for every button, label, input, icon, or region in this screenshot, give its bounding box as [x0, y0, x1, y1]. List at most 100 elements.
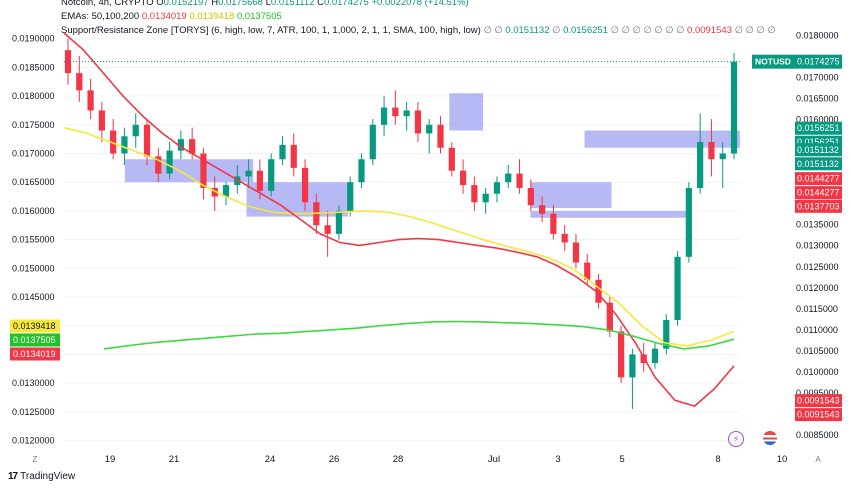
right-axis-tick: 0.0165000 [796, 93, 839, 103]
candle-body [663, 319, 670, 349]
candle-body [121, 136, 128, 154]
candle-body [437, 124, 444, 148]
candle-body [403, 110, 410, 117]
candle-body [426, 124, 433, 134]
candle-body [708, 142, 715, 160]
candle-body [584, 262, 591, 280]
left-axis-tick: 0.0150000 [12, 263, 55, 273]
time-axis: 19 21 24 26 28 Jul 3 5 8 10 Z A [33, 454, 822, 465]
candle-body [369, 124, 376, 160]
price-badge-value: 0.0091543 [797, 410, 840, 420]
right-axis-tick: 0.0180000 [796, 30, 839, 40]
candle-body [482, 193, 489, 203]
candle-body [110, 130, 117, 154]
right-axis-tick: 0.0105000 [796, 346, 839, 356]
alert-icon[interactable]: ⚡ [728, 431, 744, 447]
tradingview-icon: 17 [8, 471, 18, 482]
time-axis-tick: 8 [715, 454, 720, 465]
tradingview-brand: TradingView [20, 471, 76, 482]
ema-badge-value: 0.0137505 [13, 335, 56, 345]
time-axis-tick: 3 [555, 454, 560, 465]
candle-body [347, 182, 354, 211]
candle-body [132, 124, 139, 137]
candle-body [685, 187, 692, 257]
price-badge-value: 0.0151132 [797, 145, 839, 155]
right-axis-tick: 0.0135000 [796, 220, 839, 230]
time-axis-tick: 10 [777, 454, 788, 465]
ema-badge [10, 333, 60, 347]
candle-body [166, 150, 173, 174]
right-axis-tick: 0.0125000 [796, 262, 839, 272]
candle-body [189, 139, 196, 154]
time-axis-tick: 5 [619, 454, 624, 465]
legend-high: 0.0175668 [218, 0, 263, 8]
candle-body [380, 107, 388, 125]
sr-zones [124, 93, 740, 218]
right-axis-tick: 0.0085000 [796, 430, 839, 440]
ema-badge [10, 319, 60, 333]
time-axis-tick: 19 [105, 454, 116, 465]
candle-body [730, 61, 738, 154]
candle-body [358, 159, 365, 183]
left-price-axis: 0.0190000 0.0185000 0.0180000 0.0175000 0.01… [12, 34, 55, 446]
candle-body [674, 256, 681, 320]
price-badge [795, 394, 842, 408]
time-axis-tick: Jul [488, 454, 500, 465]
candle-body [448, 147, 455, 171]
candle-body [301, 167, 309, 203]
price-badge [795, 186, 842, 200]
candle-body [222, 185, 230, 197]
price-badge-value: 0.0156251 [797, 123, 840, 133]
candle-body [335, 210, 343, 234]
legend-emas-label: EMAs: 50,100,200 [61, 11, 140, 22]
candle-body [256, 170, 264, 191]
right-axis-tick: 0.0130000 [796, 241, 839, 251]
left-axis-tick: 0.0125000 [12, 407, 55, 417]
left-axis-tick: 0.0160000 [12, 206, 55, 216]
candle-body [143, 124, 151, 157]
candles [64, 38, 738, 409]
left-axis-tick: 0.0190000 [12, 34, 55, 44]
tradingview-logo[interactable]: 17 TradingView [8, 471, 75, 482]
price-badge [795, 157, 842, 171]
sr-zone [246, 182, 348, 217]
candle-body [414, 110, 422, 134]
candle-body [697, 142, 704, 188]
left-axis-tick: 0.0180000 [12, 91, 55, 101]
left-axis-tick: 0.0130000 [12, 378, 55, 388]
ema-badge-value: 0.0134019 [13, 349, 56, 359]
candle-body [98, 110, 105, 131]
us-flag-icon[interactable] [763, 431, 777, 445]
ema-badge-value: 0.0139418 [13, 321, 56, 331]
candle-body [572, 242, 580, 263]
time-axis-tick: 26 [329, 454, 340, 465]
candle-body [550, 213, 557, 234]
sr-zone [584, 130, 740, 148]
right-axis-tick: 0.0100000 [796, 367, 839, 377]
candle-body [211, 187, 218, 197]
left-axis-tick: 0.0165000 [12, 177, 55, 187]
legend-low: 0.0151112 [270, 0, 315, 8]
price-badge-value: 0.0156251 [797, 137, 840, 147]
ema-100-line [63, 126, 735, 347]
left-axis-tick: 0.0145000 [12, 292, 55, 302]
left-axis-tick: 0.0185000 [12, 62, 55, 72]
legend-ohlc: Notcoin, 4h, CRYPTO O0.0152197 H0.017566… [61, 0, 776, 10]
last-price-badge [795, 54, 842, 69]
candle-body [595, 279, 602, 303]
candle-body [493, 182, 501, 194]
right-price-axis: 0.01800000.01700000.01650000.01600000.01… [796, 30, 839, 440]
left-ema-badges: 0.0139418 0.0137505 0.0134019 [10, 319, 60, 361]
candle-body [279, 144, 286, 160]
candle-body [651, 348, 659, 364]
candle-body [459, 170, 467, 186]
candle-body [87, 90, 94, 111]
candle-body [290, 144, 297, 168]
legend-change: +0.0022078 (+14.51%) [371, 0, 469, 8]
candle-body [268, 159, 275, 191]
candle-body [719, 153, 726, 160]
legend-symbol: Notcoin, 4h, CRYPTO [61, 0, 154, 8]
left-axis-tick: 0.0175000 [12, 120, 55, 130]
